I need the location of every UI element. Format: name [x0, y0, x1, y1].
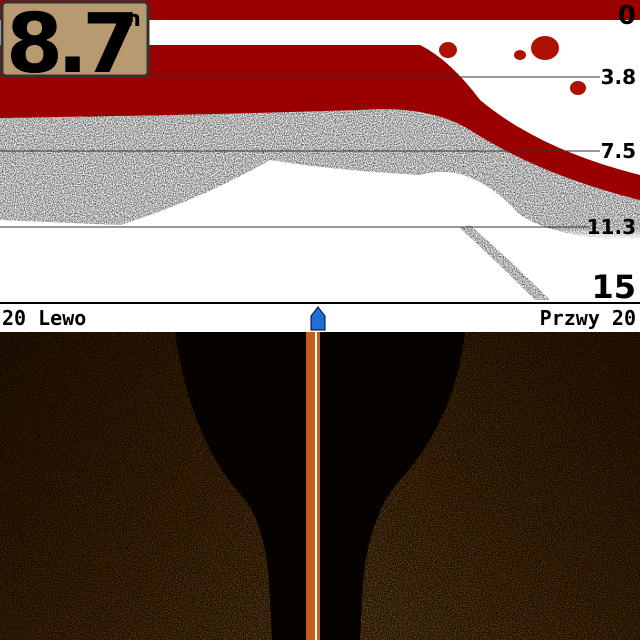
- depth-value: 8.7: [6, 0, 133, 92]
- nadir-column: [306, 332, 320, 640]
- depth-scale-label: 15: [591, 268, 636, 306]
- right-range-label: Przwy 20: [540, 306, 636, 330]
- depth-unit: m: [118, 7, 141, 32]
- surface-clutter: [0, 0, 640, 20]
- depth-scale-label: 0: [618, 1, 636, 31]
- left-range-label: 20 Lewo: [2, 306, 86, 330]
- left-bottom-return: [0, 332, 272, 640]
- boat-marker: [310, 306, 326, 331]
- separator: [0, 302, 640, 304]
- depth-scale-label: 11.3: [587, 215, 636, 239]
- depth-scale-label: 3.8: [601, 65, 636, 89]
- fish-arches: [439, 36, 586, 95]
- bottom-hard: [0, 45, 640, 200]
- bottom-tail: [460, 225, 550, 300]
- right-bottom-return: [360, 332, 640, 640]
- depth-scale-label: 7.5: [601, 139, 636, 163]
- depth-box: [0, 0, 150, 78]
